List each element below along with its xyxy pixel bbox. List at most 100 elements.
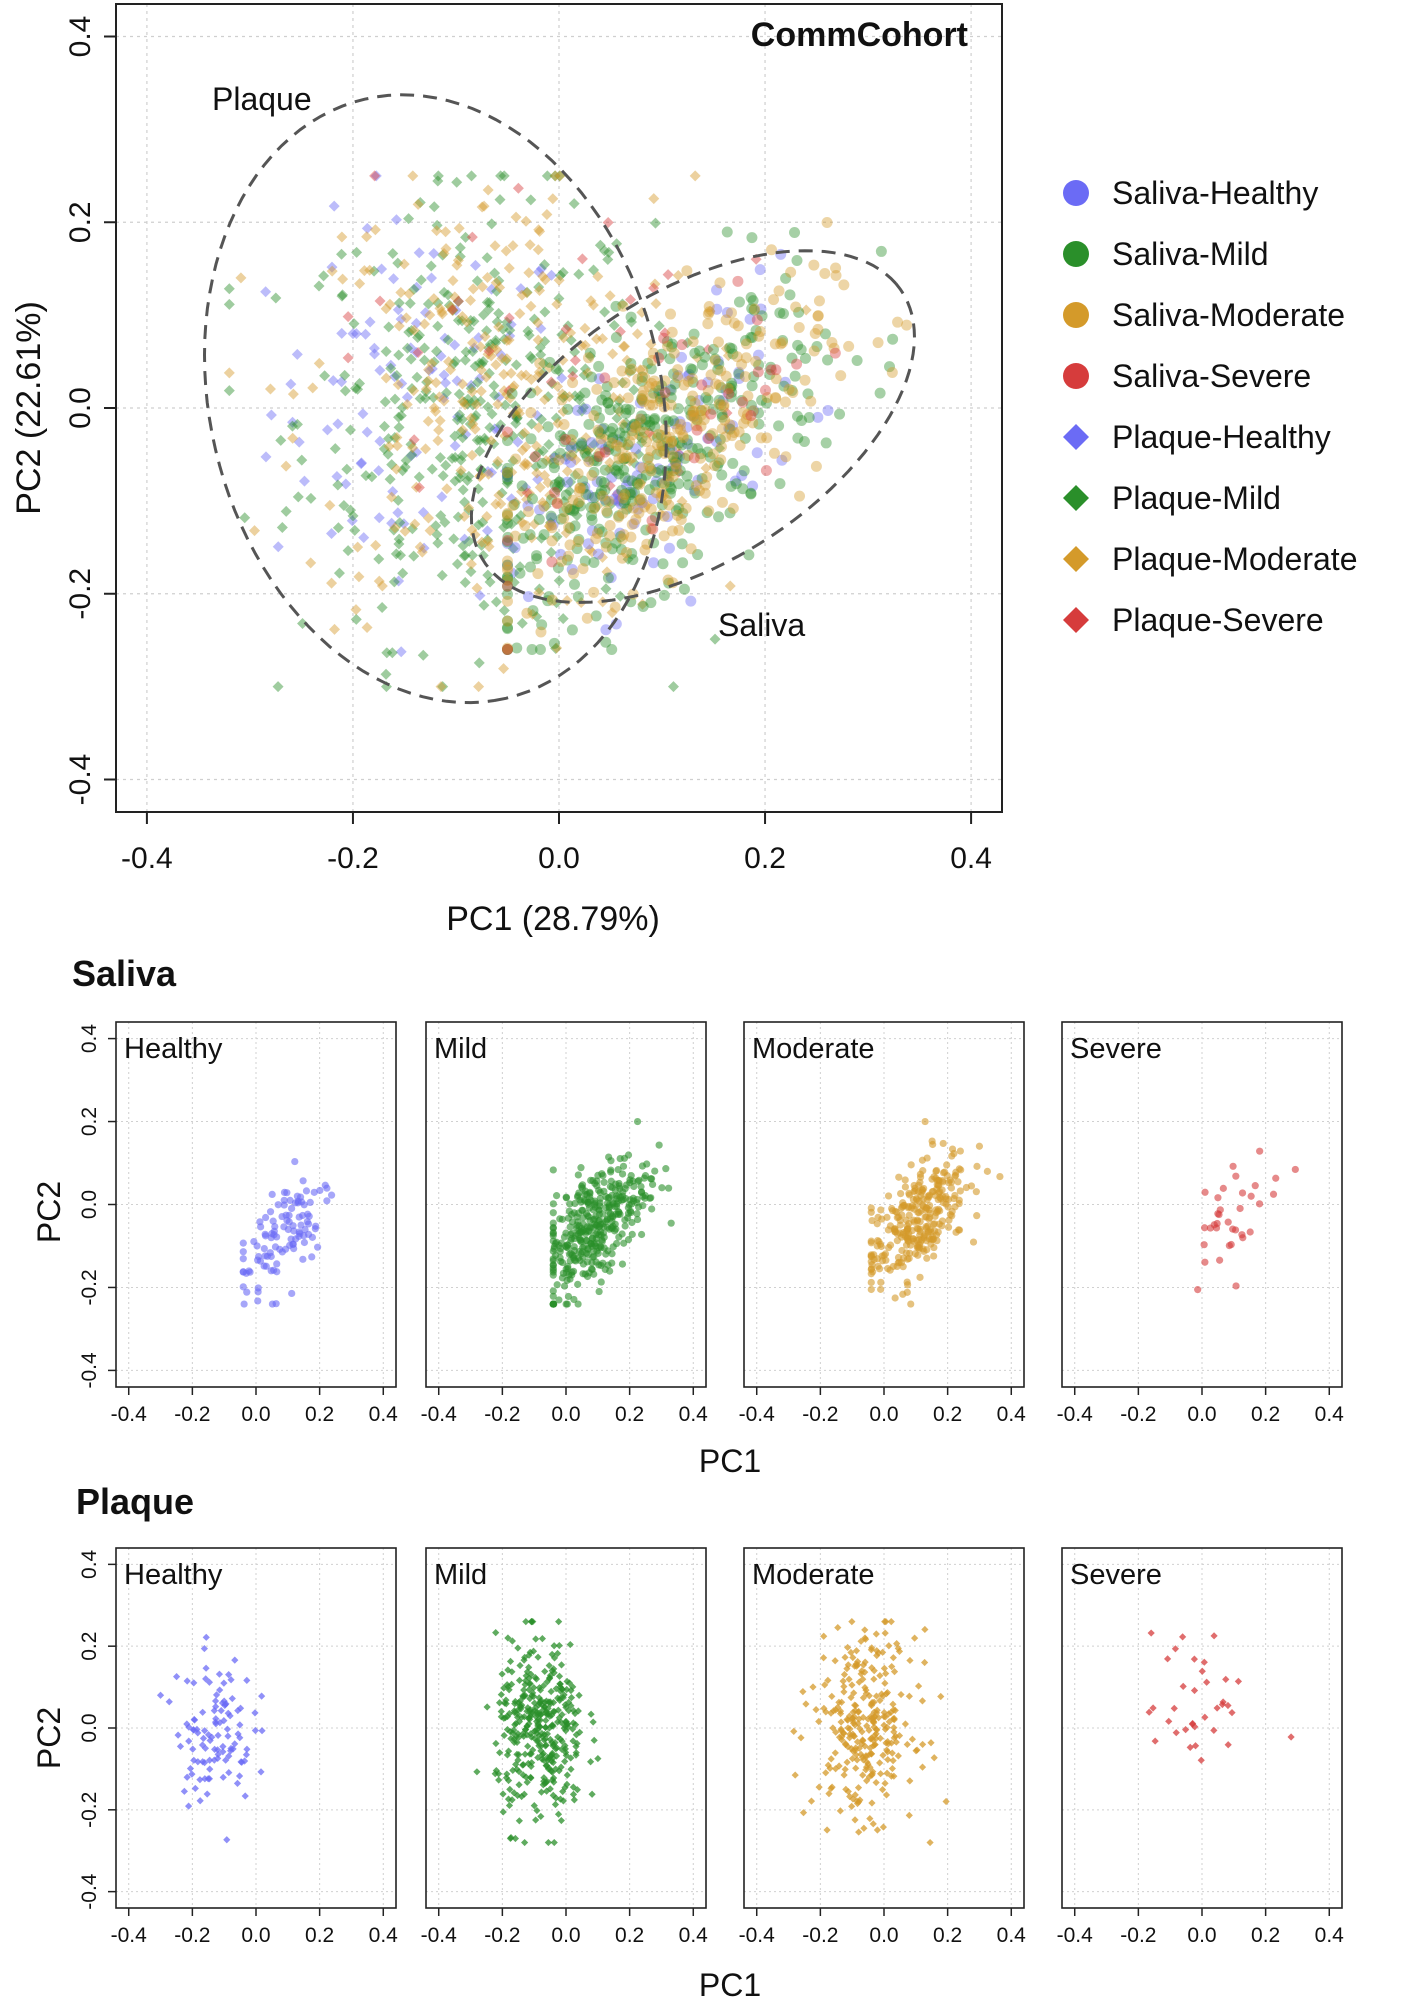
point-plaque-healthy (401, 391, 413, 403)
point-plaque-mild (501, 316, 513, 328)
point-plaque-mild (380, 345, 392, 357)
point-plaque-mild (481, 296, 493, 308)
point-saliva-moderate (650, 380, 662, 392)
point-plaque-mild (458, 550, 470, 562)
plaque-point-moderate (862, 1763, 871, 1771)
saliva-point-mild (549, 1300, 557, 1308)
point-saliva-healthy (702, 432, 714, 444)
plaque-point-severe (1200, 1658, 1208, 1666)
point-plaque-healthy (364, 316, 376, 328)
plaque-point-severe (1145, 1708, 1153, 1716)
plaque-point-mild (557, 1661, 566, 1669)
point-plaque-moderate (361, 621, 373, 633)
point-plaque-mild (622, 553, 634, 565)
point-plaque-mild (437, 470, 449, 482)
point-saliva-mild (640, 524, 652, 536)
plaque-point-healthy (165, 1698, 173, 1706)
saliva-point-mild (595, 1231, 603, 1239)
point-plaque-moderate (414, 541, 426, 553)
point-saliva-moderate (687, 406, 699, 418)
plaque-point-healthy (228, 1694, 236, 1703)
plaque-point-moderate (820, 1704, 828, 1713)
point-plaque-healthy (500, 465, 512, 477)
point-saliva-severe (501, 643, 513, 655)
plaque-panel-title: Severe (1070, 1559, 1162, 1591)
plaque-point-mild (496, 1749, 504, 1757)
point-saliva-mild (548, 637, 560, 649)
point-saliva-moderate (808, 345, 820, 357)
plaque-point-moderate (838, 1733, 846, 1741)
point-plaque-healthy (495, 349, 507, 361)
point-plaque-moderate (471, 582, 483, 594)
plaque-point-mild (565, 1698, 573, 1706)
point-plaque-mild (490, 337, 502, 349)
point-plaque-moderate (422, 415, 434, 427)
plaque-point-healthy (183, 1773, 191, 1781)
plaque-point-moderate (845, 1712, 854, 1720)
saliva-point-severe (1201, 1258, 1209, 1266)
plaque-point-mild (536, 1722, 544, 1731)
point-plaque-mild (385, 362, 397, 374)
plaque-point-mild (533, 1729, 541, 1737)
point-plaque-mild (360, 470, 372, 482)
saliva-point-mild (662, 1165, 670, 1173)
point-saliva-healthy (733, 366, 745, 378)
saliva-point-healthy (239, 1248, 247, 1256)
point-saliva-mild (696, 473, 708, 485)
point-plaque-moderate (558, 332, 570, 344)
point-plaque-moderate (543, 520, 555, 532)
point-plaque-mild (463, 470, 475, 482)
plaque-point-moderate (878, 1690, 886, 1698)
point-saliva-mild (665, 483, 677, 495)
point-saliva-moderate (635, 493, 647, 505)
plaque-point-mild (502, 1774, 511, 1782)
point-saliva-mild (645, 597, 657, 609)
plaque-point-healthy (206, 1736, 214, 1745)
plaque-point-healthy (205, 1775, 214, 1783)
plaque-point-severe (1219, 1698, 1227, 1706)
point-saliva-mild (678, 583, 690, 595)
saliva-point-moderate (967, 1182, 976, 1190)
point-saliva-mild (704, 451, 716, 463)
point-saliva-moderate (556, 555, 568, 567)
plaque-point-mild (521, 1750, 529, 1758)
point-plaque-moderate (478, 200, 490, 212)
point-saliva-healthy (733, 373, 745, 385)
plaque-point-mild (530, 1727, 539, 1735)
point-plaque-moderate (635, 477, 647, 489)
plaque-point-moderate (859, 1756, 867, 1764)
point-plaque-mild (602, 254, 614, 266)
plaque-point-moderate (865, 1692, 873, 1700)
point-plaque-healthy (370, 170, 382, 182)
point-plaque-moderate (431, 225, 443, 237)
plaque-point-moderate (844, 1787, 852, 1796)
point-saliva-moderate (574, 482, 586, 494)
point-saliva-moderate (626, 451, 638, 463)
point-saliva-mild (704, 430, 716, 442)
point-saliva-moderate (501, 555, 513, 567)
point-plaque-mild (448, 533, 460, 545)
point-plaque-moderate (501, 353, 513, 365)
point-saliva-moderate (572, 536, 584, 548)
point-plaque-moderate (515, 369, 527, 381)
point-plaque-mild (459, 496, 471, 508)
saliva-point-moderate (901, 1176, 909, 1184)
plaque-point-mild (567, 1694, 576, 1702)
saliva-point-mild (616, 1154, 624, 1163)
point-plaque-healthy (405, 342, 417, 354)
point-plaque-moderate (649, 278, 661, 290)
point-plaque-severe (569, 354, 581, 366)
point-plaque-moderate (518, 459, 530, 471)
saliva-point-healthy (308, 1233, 317, 1241)
point-plaque-moderate (553, 274, 565, 286)
point-saliva-mild (607, 432, 619, 444)
point-saliva-moderate (646, 377, 658, 389)
point-saliva-moderate (637, 390, 649, 402)
point-plaque-healthy (535, 323, 547, 335)
plaque-point-moderate (859, 1694, 868, 1702)
plaque-point-moderate (847, 1693, 855, 1702)
plaque-point-mild (548, 1711, 556, 1719)
saliva-point-moderate (867, 1208, 875, 1216)
point-saliva-healthy (681, 421, 693, 433)
point-saliva-healthy (501, 537, 513, 549)
